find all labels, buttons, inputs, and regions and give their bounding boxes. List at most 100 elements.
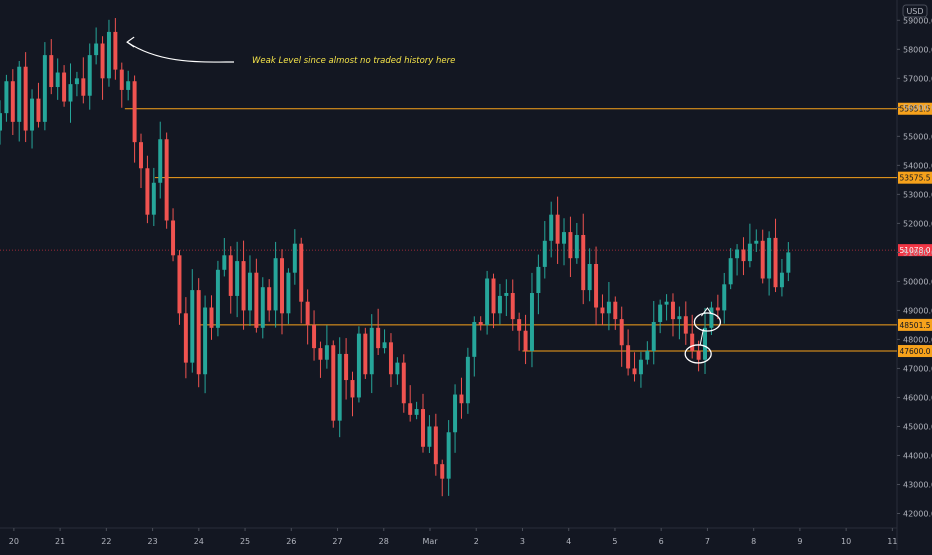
candle-body <box>465 356 470 404</box>
candle-body <box>408 403 413 415</box>
candle-body <box>421 409 426 447</box>
x-tick-label: 5 <box>612 537 617 546</box>
candle-body <box>158 139 163 183</box>
candle-body <box>760 240 765 279</box>
candle-body <box>132 81 137 143</box>
candle-body <box>754 240 759 244</box>
candle-body <box>658 304 663 323</box>
x-tick-label: 23 <box>147 537 157 546</box>
y-tick-label: 45000.0 <box>903 422 932 431</box>
annotation-arrowhead <box>126 36 135 48</box>
candle-body <box>382 342 387 349</box>
price-axis[interactable]: 42000.0 43000.0 44000.0 45000.0 46000.0 47000… <box>897 4 932 518</box>
candle-body <box>49 55 54 88</box>
time-axis[interactable]: 20 21 22 23 24 25 26 27 28 Mar 2 3 4 5 6 7 8 9 10 11 <box>9 528 898 546</box>
candle-body <box>81 78 86 96</box>
x-tick-label: 21 <box>55 537 65 546</box>
candle-body <box>318 348 323 360</box>
candle-body <box>433 426 438 465</box>
candles <box>0 18 791 497</box>
candle-body <box>594 264 599 308</box>
candle-body <box>145 168 150 215</box>
highlight-circle <box>684 344 712 364</box>
candle-body <box>280 258 284 314</box>
candle-body <box>273 258 278 311</box>
candle-body <box>87 55 92 96</box>
candle-body <box>292 243 297 273</box>
candle-body <box>10 81 15 122</box>
x-tick-label: 24 <box>194 537 204 546</box>
candle-body <box>703 327 708 360</box>
candle-body <box>331 345 336 421</box>
candle-body <box>600 307 605 314</box>
x-tick-label: 2 <box>474 537 479 546</box>
candle-body <box>164 139 169 221</box>
x-tick-label: 11 <box>887 537 897 546</box>
candle-body <box>786 252 791 273</box>
candle-body <box>504 293 509 296</box>
level-price-tag <box>898 345 932 358</box>
y-tick-label: 42000.0 <box>903 509 932 518</box>
candle-body <box>440 464 445 479</box>
candle-body <box>312 324 317 349</box>
candle-body <box>542 240 547 267</box>
candle-body <box>139 142 143 169</box>
candle-body <box>645 351 650 360</box>
level-price-label: 53575.5 <box>899 174 930 183</box>
candle-body <box>651 322 656 352</box>
candle-body <box>369 327 374 375</box>
level-price-tag <box>898 102 932 115</box>
highlight-circle <box>693 312 722 332</box>
y-tick-label: 51000.0 <box>903 248 932 257</box>
candle-body <box>235 261 240 296</box>
candle-body <box>74 78 79 85</box>
candle-body <box>619 319 624 346</box>
level-price-label: 47600.0 <box>899 347 930 356</box>
candle-body <box>709 307 714 328</box>
candle-body <box>62 72 67 102</box>
y-tick-label: 46000.0 <box>903 393 932 402</box>
candle-body <box>491 278 496 314</box>
candle-body <box>4 81 9 114</box>
candle-body <box>472 322 477 357</box>
candle-body <box>247 272 252 311</box>
y-tick-label: 56000.0 <box>903 103 932 112</box>
candle-body <box>171 220 176 256</box>
candle-body <box>203 307 208 375</box>
candle-body <box>388 342 393 375</box>
current-price-label: 51078.0 <box>899 246 930 255</box>
candle-body <box>106 31 111 79</box>
candle-body <box>215 269 220 328</box>
candle-body <box>696 351 701 360</box>
candle-body <box>286 272 291 314</box>
y-tick-label: 59000.0 <box>903 16 932 25</box>
annotation-text: Weak Level since almost no traded histor… <box>252 56 455 66</box>
candle-body <box>497 295 502 314</box>
candle-body <box>414 409 419 415</box>
candle-body <box>683 316 688 334</box>
level-price-tag <box>898 318 932 331</box>
candle-body <box>459 394 464 404</box>
candle-body <box>446 432 451 479</box>
candle-body <box>100 43 105 79</box>
candle-body <box>23 66 28 131</box>
x-tick-label: 8 <box>751 537 756 546</box>
annotation-arrow <box>126 41 235 63</box>
candle-body <box>42 55 47 122</box>
candle-body <box>209 307 214 328</box>
candle-body <box>574 234 579 259</box>
candle-body <box>715 307 720 311</box>
x-tick-label: 4 <box>566 537 571 546</box>
candle-body <box>119 69 124 90</box>
y-tick-label: 53000.0 <box>903 190 932 199</box>
candle-body <box>779 272 784 288</box>
candle-body <box>523 330 528 352</box>
currency-badge <box>902 4 928 18</box>
candle-body <box>735 249 740 259</box>
currency-label: USD <box>906 7 923 16</box>
candle-body <box>549 214 554 241</box>
x-tick-label: 26 <box>286 537 296 546</box>
candle-body <box>690 333 695 352</box>
candle-body <box>478 322 483 325</box>
